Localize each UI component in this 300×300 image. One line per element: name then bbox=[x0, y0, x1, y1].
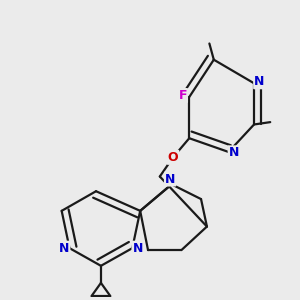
Text: N: N bbox=[132, 242, 143, 255]
Text: O: O bbox=[168, 151, 178, 164]
Text: N: N bbox=[254, 75, 265, 88]
Text: N: N bbox=[59, 242, 69, 255]
Text: F: F bbox=[178, 89, 187, 102]
Text: N: N bbox=[229, 146, 239, 159]
Text: N: N bbox=[165, 172, 175, 186]
